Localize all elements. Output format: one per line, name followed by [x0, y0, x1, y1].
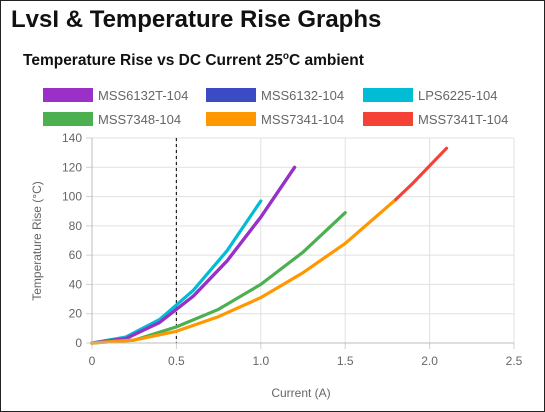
series-line-mss7348-104 — [90, 211, 347, 345]
legend-label: MSS6132T-104 — [98, 88, 188, 103]
x-axis-label: Current (A) — [271, 386, 330, 400]
x-tick-label: 0 — [89, 354, 96, 368]
tick-labels: 0 0.5 1.0 1.5 2.0 2.5 0 20 40 60 80 100 120 140 — [62, 131, 523, 368]
y-tick-label: 100 — [62, 190, 82, 204]
axes — [91, 138, 514, 344]
y-tick-label: 60 — [69, 248, 83, 262]
legend-label: LPS6225-104 — [418, 88, 498, 103]
y-tick-label: 120 — [62, 160, 82, 174]
x-tick-label: 0.5 — [168, 354, 185, 368]
y-tick-label: 140 — [62, 131, 82, 145]
legend-swatch — [206, 88, 256, 102]
series-line-mss7341-104 — [90, 197, 398, 345]
grid — [86, 137, 515, 349]
x-tick-label: 1.5 — [337, 354, 354, 368]
y-axis-label: Temperature Rise (°C) — [30, 181, 44, 301]
x-tick-label: 1.0 — [252, 354, 269, 368]
series-lines — [90, 146, 449, 345]
y-tick-label: 0 — [75, 336, 82, 350]
legend-swatch — [43, 112, 93, 126]
y-tick-label: 20 — [69, 307, 83, 321]
legend-swatch — [363, 88, 413, 102]
series-line-mss6132t-104 — [90, 165, 297, 345]
chart-title: Temperature Rise vs DC Current 25oC ambi… — [23, 51, 364, 70]
chart-title-suffix: C ambient — [288, 52, 364, 69]
y-tick-label: 40 — [69, 277, 83, 291]
legend-label: MSS7348-104 — [98, 112, 181, 127]
x-tick-label: 2.0 — [421, 354, 438, 368]
legend-swatch — [363, 112, 413, 126]
chart-title-degree: o — [282, 51, 289, 62]
chart-title-main: Temperature Rise vs DC Current 25 — [23, 52, 283, 69]
legend-label: MSS7341T-104 — [418, 112, 508, 127]
page-title: LvsI & Temperature Rise Graphs — [11, 6, 382, 33]
x-tick-label: 2.5 — [506, 354, 523, 368]
legend-label: MSS6132-104 — [261, 88, 344, 103]
legend-label: MSS7341-104 — [261, 112, 344, 127]
legend: MSS6132T-104 MSS6132-104 LPS6225-104 MSS734… — [43, 88, 508, 127]
series-line-mss7341t-104 — [394, 146, 449, 202]
legend-swatch — [206, 112, 256, 126]
legend-swatch — [43, 88, 93, 102]
y-tick-label: 80 — [69, 219, 83, 233]
